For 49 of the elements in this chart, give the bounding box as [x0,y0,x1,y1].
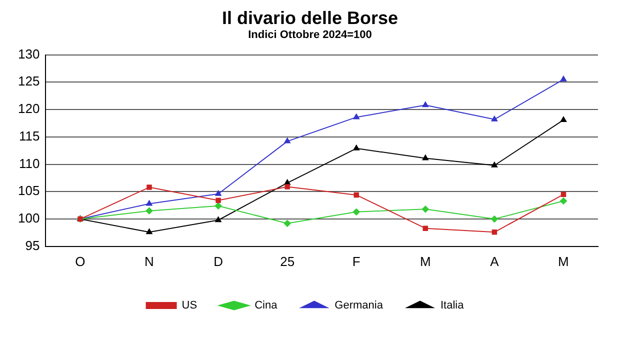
point [146,228,152,234]
y-tick-label: 120 [18,101,40,116]
point [490,216,498,223]
point [560,116,567,122]
legend-label: US [182,300,198,312]
point [214,202,222,210]
point [491,162,498,168]
point [560,76,567,82]
y-tick-label: 95 [25,238,40,253]
chart-subtitle: Indici Ottobre 2024=100 [247,29,373,41]
legend-label: Italia [440,300,465,312]
y-tick-label: 105 [18,183,40,198]
point [422,154,428,160]
point [353,144,360,150]
legend-label: Germania [334,300,384,312]
chart-title: Il divario delle Borse [220,8,400,29]
point [146,200,152,206]
x-tick-label: A [490,254,500,269]
x-tick-label: M [558,254,569,269]
point [146,207,153,214]
point [353,114,360,120]
y-tick-label: 125 [18,74,40,89]
point [560,197,567,204]
y-tick-label: 130 [18,46,40,62]
point [422,102,428,108]
point [146,184,152,190]
point [352,208,360,216]
point [216,198,221,204]
point [284,184,290,190]
y-tick-label: 115 [18,128,40,144]
point [491,116,498,122]
x-tick-label: F [352,254,360,269]
point [215,190,222,196]
point [215,216,222,222]
y-tick-label: 100 [18,210,40,226]
y-tick-label: 110 [18,156,40,171]
x-tick-label: D [214,254,223,269]
point [492,230,498,235]
point [284,220,291,227]
x-tick-label: O [75,254,86,269]
point [354,192,359,198]
point [422,206,429,213]
point [284,138,290,144]
x-tick-label: M [420,254,431,269]
legend-label: Cina [254,300,278,312]
x-tick-label: N [144,254,154,269]
point [560,192,566,198]
x-tick-label: 25 [280,254,295,269]
point [422,226,428,231]
